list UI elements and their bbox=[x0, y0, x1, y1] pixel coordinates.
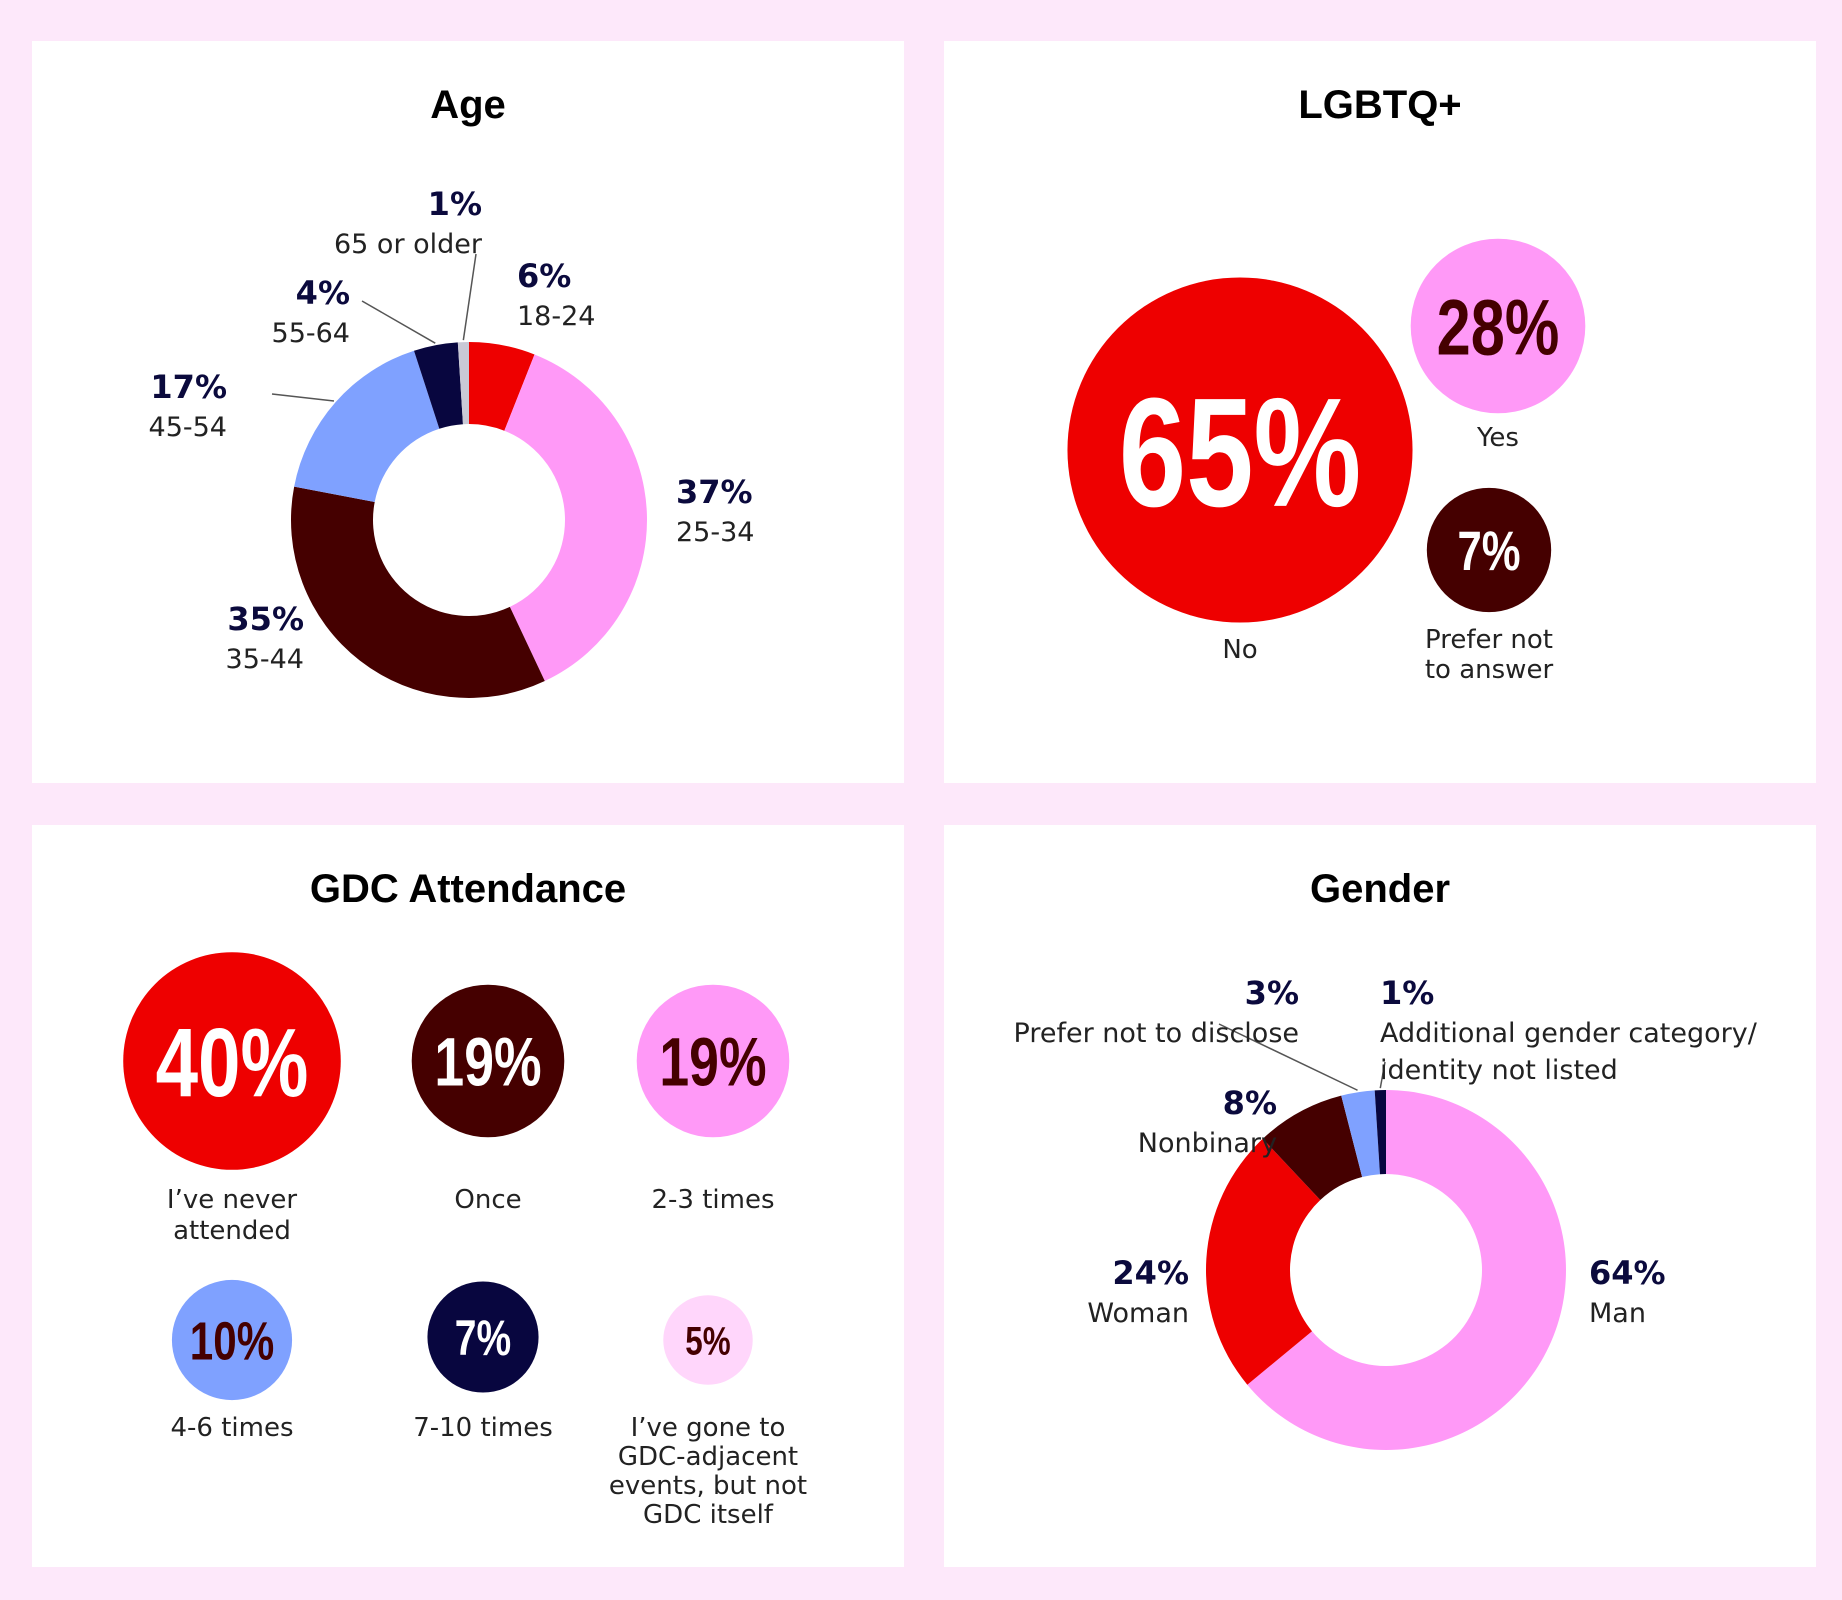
pct-label-45-54: 17% bbox=[150, 368, 227, 406]
bubble-4-6-times bbox=[171, 1279, 293, 1401]
slice-45-54 bbox=[294, 350, 440, 503]
bubble-i-ve-never-attended bbox=[123, 952, 341, 1170]
slice-man bbox=[1247, 1090, 1566, 1450]
leader-line-additional-gender-category-identity-not-listed bbox=[1379, 1061, 1386, 1089]
category-label-55-64: 55-64 bbox=[272, 318, 350, 349]
slice-18-24 bbox=[469, 342, 535, 431]
category-label-nonbinary: Nonbinary bbox=[1138, 1128, 1277, 1159]
slice-35-44 bbox=[291, 486, 545, 698]
category-label-35-44: 35-44 bbox=[226, 644, 304, 675]
leader-line-55-64 bbox=[361, 300, 436, 344]
slice-25-34 bbox=[504, 354, 647, 682]
category-label-prefer-not-to-disclose: Prefer not to disclose bbox=[1014, 1018, 1299, 1049]
bubble-label-i-ve-never-attended: attended bbox=[173, 1216, 291, 1246]
slice-65-or-older bbox=[457, 342, 469, 425]
bubble-label-prefer-not-to-answer: to answer bbox=[1425, 655, 1554, 685]
category-label-additional-gender-category-identity-not-listed: identity not listed bbox=[1380, 1055, 1618, 1086]
bubble-label-i-ve-gone-to-gdc-adjacent-events-but-not-gdc-itself: GDC itself bbox=[643, 1500, 774, 1530]
bubble-value-i-ve-never-attended: 40% bbox=[156, 1008, 309, 1117]
bubble-value-once: 19% bbox=[434, 1024, 541, 1101]
bubble-value-yes: 28% bbox=[1437, 283, 1560, 371]
gender-panel: Gender 64% Man 24% Woman 8% Nonbinary 3% Prefer… bbox=[944, 825, 1816, 1567]
bubble-yes bbox=[1410, 238, 1586, 414]
bubble-label-2-3-times: 2-3 times bbox=[651, 1185, 774, 1215]
category-label-woman: Woman bbox=[1087, 1298, 1189, 1329]
bubble-label-i-ve-never-attended: I’ve never bbox=[167, 1185, 297, 1215]
bubble-label-i-ve-gone-to-gdc-adjacent-events-but-not-gdc-itself: events, but not bbox=[609, 1471, 807, 1501]
pct-label-prefer-not-to-disclose: 3% bbox=[1245, 974, 1299, 1012]
gdc-attendance-panel: GDC Attendance 40% I’ve never attended 19% O… bbox=[32, 825, 904, 1567]
pct-label-65-or-older: 1% bbox=[428, 185, 482, 223]
slice-additional-gender-category-identity-not-listed bbox=[1374, 1090, 1386, 1175]
category-label-18-24: 18-24 bbox=[517, 301, 595, 332]
age-chart-title: Age bbox=[430, 83, 506, 127]
lgbtq-panel: LGBTQ+ 65% No 28% Yes 7% Prefer not to answer bbox=[944, 41, 1816, 783]
bubble-once bbox=[411, 984, 565, 1138]
pct-label-18-24: 6% bbox=[517, 257, 571, 295]
bubble-label-prefer-not-to-answer: Prefer not bbox=[1425, 625, 1553, 655]
pct-label-woman: 24% bbox=[1112, 1254, 1189, 1292]
category-label-45-54: 45-54 bbox=[149, 412, 227, 443]
slice-55-64 bbox=[413, 342, 463, 429]
slice-nonbinary bbox=[1262, 1095, 1363, 1201]
bubble-value-i-ve-gone-to-gdc-adjacent-events-but-not-gdc-itself: 5% bbox=[685, 1318, 730, 1364]
bubble-i-ve-gone-to-gdc-adjacent-events-but-not-gdc-itself bbox=[663, 1295, 753, 1385]
pct-label-man: 64% bbox=[1589, 1254, 1666, 1292]
category-label-25-34: 25-34 bbox=[676, 517, 754, 548]
age-donut-chart: 6% 18-24 37% 25-34 35% 35-44 17% 45-54 4% 55-64 1%… bbox=[149, 185, 754, 698]
bubble-value-prefer-not-to-answer: 7% bbox=[1457, 520, 1520, 582]
leader-line-prefer-not-to-disclose bbox=[1218, 1023, 1358, 1091]
gdc-attendance-chart-title: GDC Attendance bbox=[309, 867, 627, 911]
leader-line-45-54 bbox=[271, 393, 335, 402]
bubble-2-3-times bbox=[636, 984, 790, 1138]
bubble-label-yes: Yes bbox=[1476, 423, 1519, 453]
pct-label-35-44: 35% bbox=[227, 600, 304, 638]
bubble-prefer-not-to-answer bbox=[1426, 487, 1552, 613]
category-label-man: Man bbox=[1589, 1298, 1646, 1329]
slice-woman bbox=[1206, 1138, 1321, 1385]
bubble-label-no: No bbox=[1222, 635, 1257, 665]
bubble-no bbox=[1067, 277, 1413, 623]
bubble-label-i-ve-gone-to-gdc-adjacent-events-but-not-gdc-itself: I’ve gone to bbox=[631, 1413, 786, 1443]
bubble-label-once: Once bbox=[454, 1185, 521, 1215]
slice-prefer-not-to-disclose bbox=[1341, 1090, 1380, 1178]
bubble-7-10-times bbox=[427, 1281, 539, 1393]
pct-label-55-64: 4% bbox=[296, 274, 350, 312]
pct-label-nonbinary: 8% bbox=[1223, 1084, 1277, 1122]
lgbtq-chart-title: LGBTQ+ bbox=[1298, 83, 1462, 127]
category-label-additional-gender-category-identity-not-listed: Additional gender category/ bbox=[1380, 1018, 1758, 1049]
bubble-value-7-10-times: 7% bbox=[455, 1309, 511, 1366]
bubble-label-4-6-times: 4-6 times bbox=[170, 1413, 293, 1443]
bubble-label-7-10-times: 7-10 times bbox=[413, 1413, 553, 1443]
bubble-label-i-ve-gone-to-gdc-adjacent-events-but-not-gdc-itself: GDC-adjacent bbox=[618, 1442, 798, 1472]
gender-donut-chart: 64% Man 24% Woman 8% Nonbinary 3% Prefer not to… bbox=[1014, 974, 1758, 1450]
pct-label-25-34: 37% bbox=[676, 473, 753, 511]
age-panel: Age 6% 18-24 37% 25-34 35% 35-44 17% 45-54 4% 55-… bbox=[32, 41, 904, 783]
pct-label-additional-gender-category-identity-not-listed: 1% bbox=[1380, 974, 1434, 1012]
bubble-value-no: 65% bbox=[1119, 365, 1361, 539]
bubble-value-2-3-times: 19% bbox=[659, 1024, 766, 1101]
leader-line-65-or-older bbox=[462, 253, 477, 341]
bubble-value-4-6-times: 10% bbox=[190, 1312, 274, 1372]
category-label-65-or-older: 65 or older bbox=[334, 229, 483, 260]
gender-chart-title: Gender bbox=[1309, 867, 1451, 911]
